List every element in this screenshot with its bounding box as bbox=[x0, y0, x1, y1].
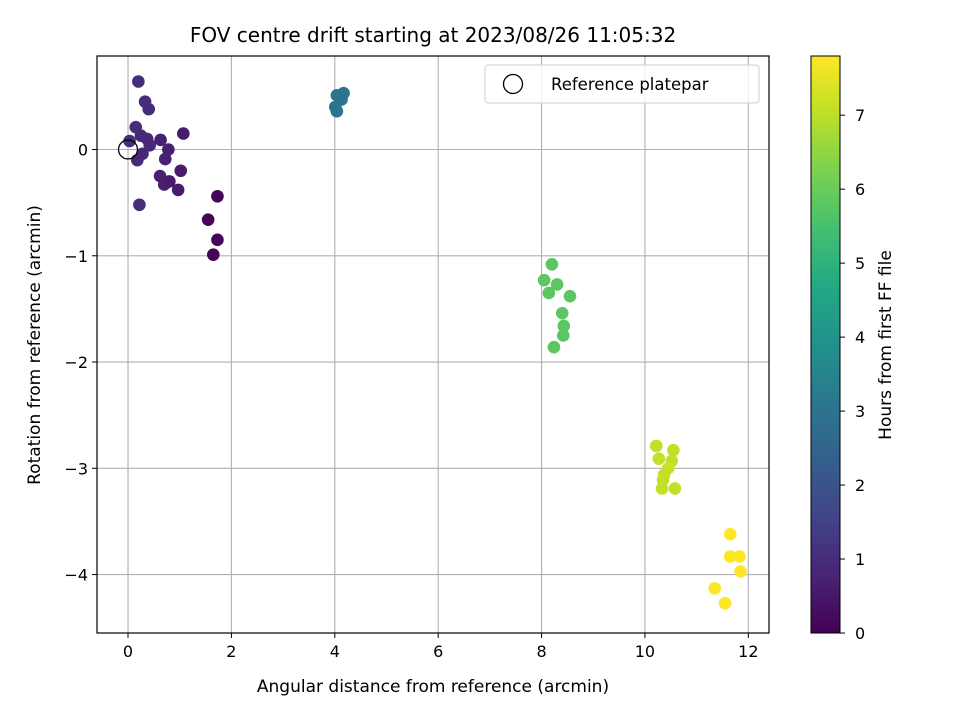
data-point bbox=[708, 582, 722, 595]
y-axis-label: Rotation from reference (arcmin) bbox=[25, 205, 45, 485]
y-tick-label: −3 bbox=[64, 459, 88, 478]
plot-frame bbox=[96, 55, 770, 634]
x-tick-label: 0 bbox=[123, 642, 133, 661]
data-point bbox=[556, 329, 570, 342]
data-point bbox=[330, 104, 344, 118]
colorbar-ticks: 0 1 2 3 4 5 6 7 bbox=[840, 106, 865, 643]
data-point bbox=[667, 443, 680, 457]
colorbar-tick-label: 1 bbox=[855, 550, 865, 569]
x-tick-label: 6 bbox=[433, 642, 443, 661]
colorbar-tick-label: 3 bbox=[855, 402, 865, 421]
data-point bbox=[733, 550, 746, 563]
legend: Reference platepar bbox=[484, 64, 760, 104]
colorbar-tick-label: 7 bbox=[855, 106, 865, 125]
colorbar-tick-label: 5 bbox=[855, 254, 865, 273]
data-point bbox=[537, 273, 551, 287]
data-point bbox=[174, 164, 188, 178]
data-point bbox=[668, 482, 682, 495]
data-point bbox=[555, 306, 569, 320]
legend-marker-circle-icon bbox=[502, 73, 524, 95]
legend-label: Reference platepar bbox=[551, 75, 709, 94]
data-point bbox=[557, 319, 571, 333]
data-point bbox=[652, 452, 666, 466]
data-point bbox=[142, 102, 155, 116]
x-tick-label: 10 bbox=[635, 642, 655, 661]
y-tick-label: −1 bbox=[64, 247, 88, 266]
reference-marker bbox=[117, 139, 139, 160]
data-point bbox=[563, 289, 577, 303]
grid bbox=[97, 56, 769, 633]
colorbar-label: Hours from first FF file bbox=[876, 250, 896, 440]
x-axis: 0 2 4 6 8 10 12 bbox=[123, 633, 759, 661]
data-point bbox=[207, 248, 220, 262]
data-point bbox=[132, 75, 145, 88]
data-point bbox=[542, 286, 556, 300]
scatter-points bbox=[123, 75, 747, 610]
data-point bbox=[718, 596, 732, 610]
data-point bbox=[133, 198, 146, 212]
chart-title: FOV centre drift starting at 2023/08/26 … bbox=[190, 23, 676, 47]
y-axis: 0 −1 −2 −3 −4 bbox=[64, 141, 97, 585]
legend-box bbox=[484, 64, 760, 104]
data-point bbox=[162, 143, 175, 156]
x-tick-label: 12 bbox=[738, 642, 758, 661]
y-tick-label: −4 bbox=[64, 566, 88, 585]
data-point bbox=[723, 527, 737, 541]
colorbar: 0 1 2 3 4 5 6 7 Hours from first FF file bbox=[810, 55, 896, 643]
data-point bbox=[154, 133, 167, 147]
data-point bbox=[211, 233, 224, 247]
data-point bbox=[163, 175, 176, 188]
data-point bbox=[143, 138, 157, 152]
y-tick-label: 0 bbox=[78, 141, 88, 160]
data-point bbox=[201, 213, 215, 226]
reference-point bbox=[117, 139, 139, 160]
data-point bbox=[723, 550, 737, 563]
data-point bbox=[123, 134, 136, 148]
colorbar-gradient bbox=[810, 55, 841, 634]
y-tick-label: −2 bbox=[64, 353, 88, 372]
data-point bbox=[131, 153, 144, 167]
data-point bbox=[158, 152, 172, 166]
data-point bbox=[171, 183, 185, 197]
data-point bbox=[734, 565, 747, 578]
x-tick-label: 4 bbox=[330, 642, 340, 661]
colorbar-tick-label: 4 bbox=[855, 328, 865, 347]
data-point bbox=[550, 278, 564, 291]
x-tick-label: 8 bbox=[536, 642, 546, 661]
x-tick-label: 2 bbox=[226, 642, 236, 661]
data-point bbox=[211, 189, 224, 203]
data-point bbox=[177, 127, 190, 140]
colorbar-tick-label: 0 bbox=[855, 624, 865, 643]
colorbar-tick-label: 6 bbox=[855, 180, 865, 199]
data-point bbox=[547, 340, 561, 354]
x-axis-label: Angular distance from reference (arcmin) bbox=[257, 677, 609, 697]
data-point bbox=[545, 257, 559, 271]
colorbar-tick-label: 2 bbox=[855, 476, 865, 495]
data-point bbox=[650, 439, 663, 453]
data-point bbox=[655, 482, 669, 495]
